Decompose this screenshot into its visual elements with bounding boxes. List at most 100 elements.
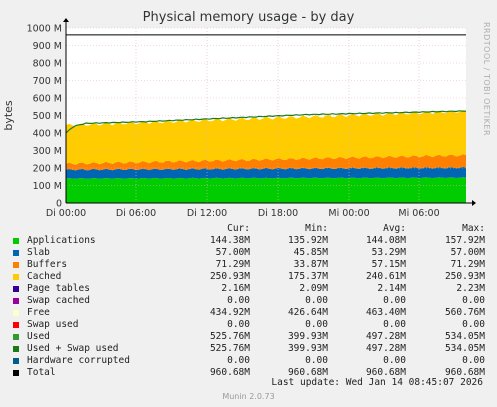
y-tick-label: 800 M — [33, 59, 62, 70]
header-cur: Cur: — [227, 223, 250, 234]
legend-label: Swap used — [27, 319, 79, 330]
legend-row: Total 960.68M 960.68M 960.68M 960.68M — [10, 367, 490, 379]
legend-max: 0.00 — [462, 319, 485, 330]
legend-avg: 2.14M — [377, 283, 406, 294]
legend-row: Buffers 71.29M 33.87M 57.15M 71.29M — [10, 259, 490, 271]
legend-swatch — [13, 346, 19, 352]
legend-header: Cur: Min: Avg: Max: — [10, 223, 490, 235]
legend-table: Cur: Min: Avg: Max: Applications 144.38M 1… — [10, 223, 490, 379]
x-tick-label: Di 12:00 — [187, 208, 227, 219]
legend-min: 45.85M — [293, 247, 328, 258]
legend-min: 960.68M — [287, 367, 328, 378]
legend-avg: 57.15M — [371, 259, 406, 270]
legend-label: Cached — [27, 271, 62, 282]
y-tick-label: 900 M — [33, 41, 62, 52]
x-tick-label: Di 06:00 — [116, 208, 156, 219]
legend-row: Hardware corrupted 0.00 0.00 0.00 0.00 — [10, 355, 490, 367]
legend-swatch — [13, 286, 19, 292]
legend-max: 0.00 — [462, 295, 485, 306]
legend-min: 0.00 — [305, 319, 328, 330]
legend-row: Applications 144.38M 135.92M 144.08M 157.92M — [10, 235, 490, 247]
legend-max: 71.29M — [450, 259, 485, 270]
x-tick-label: Mi 06:00 — [398, 208, 439, 219]
legend-avg: 463.40M — [365, 307, 406, 318]
legend-max: 57.00M — [450, 247, 485, 258]
legend-swatch — [13, 358, 19, 364]
legend-row: Cached 250.93M 175.37M 240.61M 250.93M — [10, 271, 490, 283]
legend-max: 560.76M — [444, 307, 485, 318]
legend-cur: 0.00 — [227, 355, 250, 366]
header-avg: Avg: — [383, 223, 406, 234]
legend-label: Free — [27, 307, 50, 318]
area-buffers — [66, 154, 466, 171]
legend-label: Total — [27, 367, 56, 378]
area-cached — [66, 110, 466, 165]
x-tick-label: Di 18:00 — [258, 208, 298, 219]
legend-label: Used — [27, 331, 50, 342]
legend-max: 0.00 — [462, 355, 485, 366]
memory-chart: 0 100 M 200 M 300 M 400 M 500 M 600 M 700 M 800 … — [2, 18, 476, 219]
legend-max: 250.93M — [444, 271, 485, 282]
legend-avg: 144.08M — [365, 235, 406, 246]
x-axis-arrow — [472, 200, 476, 206]
y-tick-label: 400 M — [33, 129, 62, 140]
y-tick-label: 600 M — [33, 94, 62, 105]
y-tick-label: 1000 M — [27, 24, 62, 35]
legend-label: Page tables — [27, 283, 90, 294]
legend-label: Applications — [27, 235, 96, 246]
legend-label: Buffers — [27, 259, 68, 270]
legend-min: 2.09M — [299, 283, 328, 294]
legend-avg: 0.00 — [383, 355, 406, 366]
legend-min: 175.37M — [287, 271, 328, 282]
legend-avg: 497.28M — [365, 343, 406, 354]
legend-avg: 0.00 — [383, 319, 406, 330]
legend-row: Swap used 0.00 0.00 0.00 0.00 — [10, 319, 490, 331]
legend-swatch — [13, 274, 19, 280]
legend-avg: 0.00 — [383, 295, 406, 306]
used-swap-line — [65, 110, 467, 134]
legend-row: Free 434.92M 426.64M 463.40M 560.76M — [10, 307, 490, 319]
legend-swatch — [13, 310, 19, 316]
legend-swatch — [13, 370, 19, 376]
legend-cur: 250.93M — [209, 271, 250, 282]
legend-label: Used + Swap used — [27, 343, 119, 354]
legend-swatch — [13, 334, 19, 340]
y-tick-label: 500 M — [33, 111, 62, 122]
legend-avg: 53.29M — [371, 247, 406, 258]
legend-cur: 0.00 — [227, 319, 250, 330]
y-tick-label: 0 — [56, 199, 62, 210]
y-axis-arrow — [63, 18, 69, 22]
legend-avg: 240.61M — [365, 271, 406, 282]
rrdtool-credit: RRDTOOL / TOBI OETIKER — [482, 22, 491, 137]
legend-row: Slab 57.00M 45.85M 53.29M 57.00M — [10, 247, 490, 259]
legend-swatch — [13, 238, 19, 244]
munin-version: Munin 2.0.73 — [222, 392, 275, 401]
legend-cur: 0.00 — [227, 295, 250, 306]
legend-row: Used + Swap used 525.76M 399.93M 497.28M 534… — [10, 343, 490, 355]
x-tick-label: Di 00:00 — [46, 208, 86, 219]
y-axis-title: bytes — [2, 100, 15, 131]
header-min: Min: — [305, 223, 328, 234]
legend-min: 0.00 — [305, 355, 328, 366]
legend-cur: 71.29M — [215, 259, 250, 270]
legend-cur: 2.16M — [221, 283, 250, 294]
legend-max: 157.92M — [444, 235, 485, 246]
legend-cur: 57.00M — [215, 247, 250, 258]
legend-avg: 960.68M — [365, 367, 406, 378]
legend-row: Swap cached 0.00 0.00 0.00 0.00 — [10, 295, 490, 307]
y-tick-label: 100 M — [33, 181, 62, 192]
legend-cur: 960.68M — [209, 367, 250, 378]
legend-label: Slab — [27, 247, 50, 258]
legend-max: 2.23M — [456, 283, 485, 294]
legend-max: 534.05M — [444, 343, 485, 354]
legend-label: Hardware corrupted — [27, 355, 130, 366]
area-slab — [66, 166, 466, 179]
legend-cur: 525.76M — [209, 343, 250, 354]
legend-swatch — [13, 262, 19, 268]
legend-min: 135.92M — [287, 235, 328, 246]
y-tick-label: 200 M — [33, 164, 62, 175]
y-tick-label: 300 M — [33, 146, 62, 157]
legend-min: 399.93M — [287, 331, 328, 342]
legend-row: Page tables 2.16M 2.09M 2.14M 2.23M — [10, 283, 490, 295]
chart-title: Physical memory usage - by day — [142, 10, 355, 25]
